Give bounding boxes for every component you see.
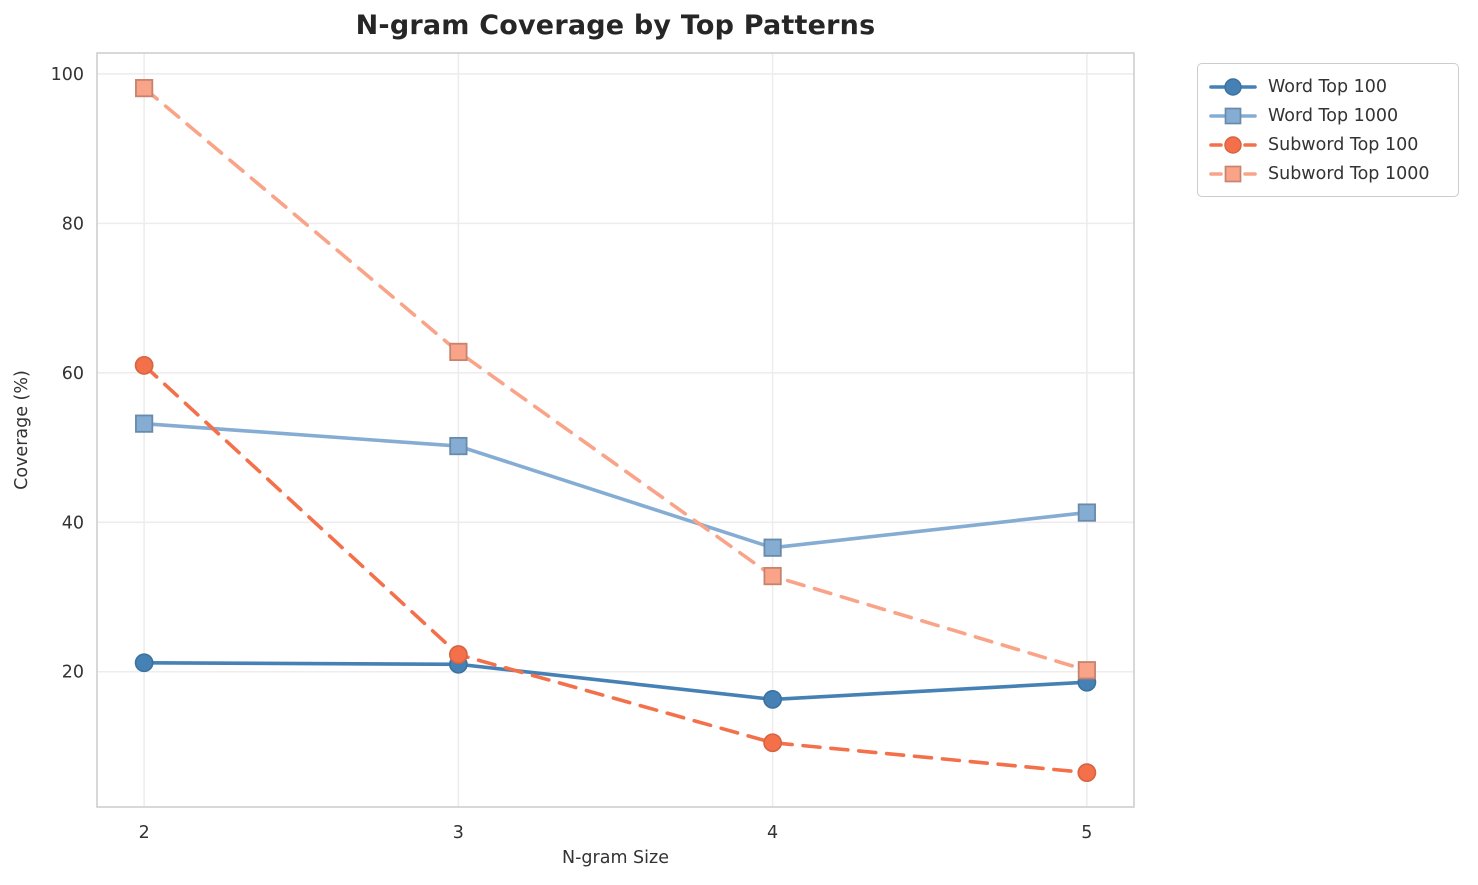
x-tick-label: 4 <box>767 823 778 843</box>
data-point-subword-top-100 <box>448 645 468 664</box>
y-tick-label: 100 <box>51 65 84 85</box>
chart-title: N-gram Coverage by Top Patterns <box>355 10 876 41</box>
y-tick-label: 60 <box>62 364 84 384</box>
series-line-subword-top-100 <box>142 363 1089 775</box>
data-point-word-top-1000 <box>1077 503 1096 522</box>
legend-marker <box>1224 135 1242 154</box>
legend-label: Word Top 1000 <box>1268 105 1399 126</box>
x-tick-label: 3 <box>453 823 464 843</box>
data-point-subword-top-100 <box>763 733 783 753</box>
series-line-word-top-1000 <box>142 421 1089 550</box>
legend-line-sample <box>1209 165 1257 182</box>
series-line-word-top-100 <box>142 660 1089 702</box>
legend-marker <box>1224 107 1242 124</box>
data-point-word-top-1000 <box>449 436 468 456</box>
legend-item-word-top-100: Word Top 100 <box>1208 72 1446 101</box>
y-axis-label: Coverage (%) <box>12 370 32 490</box>
plot-border <box>96 52 1135 808</box>
y-tick-label: 20 <box>62 663 84 683</box>
x-tick-label: 5 <box>1081 823 1092 843</box>
legend-label: Subword Top 100 <box>1268 134 1419 155</box>
legend-item-subword-top-1000: Subword Top 1000 <box>1208 159 1446 188</box>
data-point-word-top-100 <box>134 653 154 673</box>
data-point-subword-top-100 <box>1077 763 1097 783</box>
legend-marker <box>1224 77 1242 96</box>
legend: Word Top 100 Word Top 1000 Subword Top 100… <box>1197 63 1459 197</box>
legend-item-subword-top-100: Subword Top 100 <box>1208 130 1446 159</box>
legend-label: Subword Top 1000 <box>1268 163 1430 184</box>
data-point-subword-top-100 <box>134 355 154 375</box>
data-point-subword-top-1000 <box>763 566 782 586</box>
data-point-subword-top-1000 <box>449 342 468 362</box>
legend-line-sample <box>1209 135 1257 154</box>
data-point-subword-top-1000 <box>135 79 154 98</box>
data-point-subword-top-1000 <box>1077 661 1096 680</box>
y-tick-label: 80 <box>62 214 84 234</box>
data-point-word-top-1000 <box>763 538 782 557</box>
data-point-word-top-1000 <box>135 414 154 433</box>
data-point-word-top-100 <box>763 689 783 709</box>
x-tick-label: 2 <box>139 823 150 843</box>
legend-label: Word Top 100 <box>1268 76 1388 97</box>
legend-item-word-top-1000: Word Top 1000 <box>1208 101 1446 130</box>
legend-line-sample <box>1209 107 1257 124</box>
legend-line-sample <box>1209 77 1257 96</box>
series-line-subword-top-1000 <box>142 86 1089 673</box>
x-axis-label: N-gram Size <box>562 848 669 868</box>
legend-marker <box>1224 165 1242 182</box>
y-tick-label: 40 <box>62 513 84 533</box>
